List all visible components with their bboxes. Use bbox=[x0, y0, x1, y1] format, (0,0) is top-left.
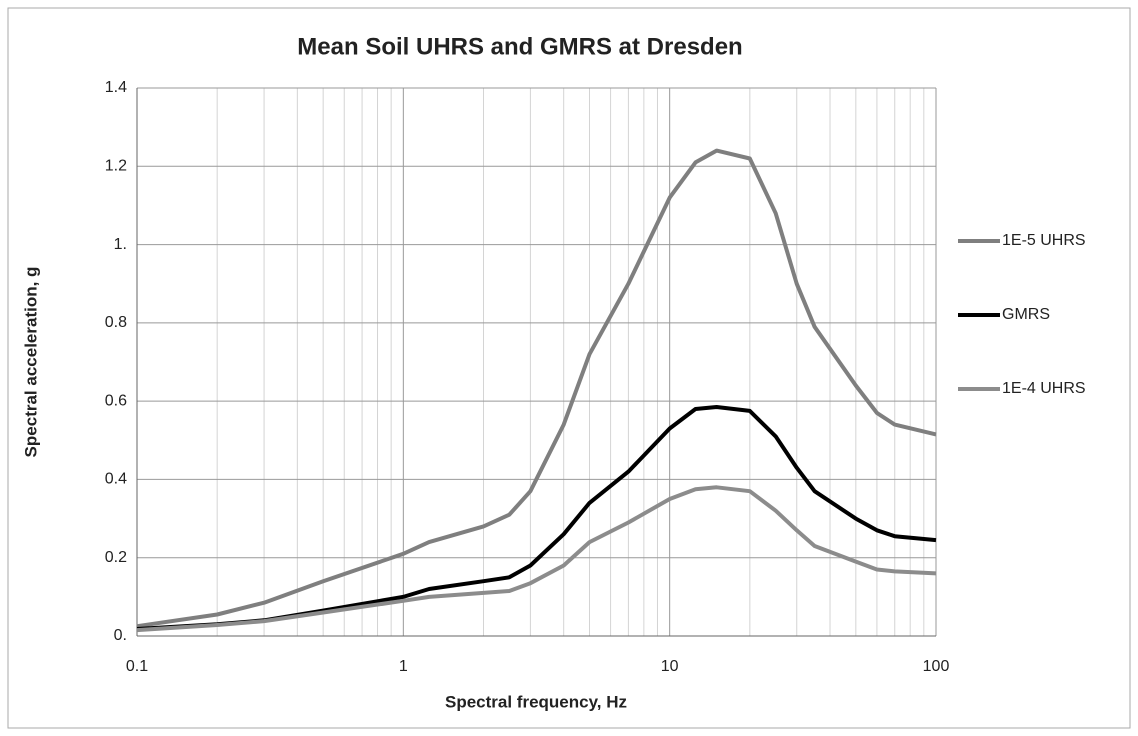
series-line bbox=[136, 405, 937, 631]
legend-label: 1E-5 UHRS bbox=[1002, 232, 1086, 249]
y-axis-label: Spectral acceleration, g bbox=[21, 267, 40, 458]
y-tick-label: 1.4 bbox=[105, 79, 127, 96]
x-axis-label: Spectral frequency, Hz bbox=[445, 692, 627, 711]
y-tick-label: 0.6 bbox=[105, 392, 127, 409]
x-tick-label: 1 bbox=[399, 658, 408, 675]
y-tick-label: 1.2 bbox=[105, 158, 127, 175]
legend-label: GMRS bbox=[1002, 306, 1050, 323]
chart-border bbox=[7, 7, 1131, 729]
series-line bbox=[136, 485, 937, 633]
x-tick-label: 0.1 bbox=[126, 658, 148, 675]
y-tick-label: 1. bbox=[114, 236, 127, 253]
chart-title: Mean Soil UHRS and GMRS at Dresden bbox=[297, 33, 742, 60]
y-tick-label: 0.4 bbox=[105, 471, 127, 488]
y-tick-label: 0. bbox=[114, 627, 127, 644]
y-tick-label: 0.8 bbox=[105, 314, 127, 331]
legend-label: 1E-4 UHRS bbox=[1002, 380, 1086, 397]
y-tick-label: 0.2 bbox=[105, 549, 127, 566]
x-tick-label: 10 bbox=[661, 658, 679, 675]
series-line bbox=[136, 148, 937, 629]
x-tick-label: 100 bbox=[923, 658, 950, 675]
